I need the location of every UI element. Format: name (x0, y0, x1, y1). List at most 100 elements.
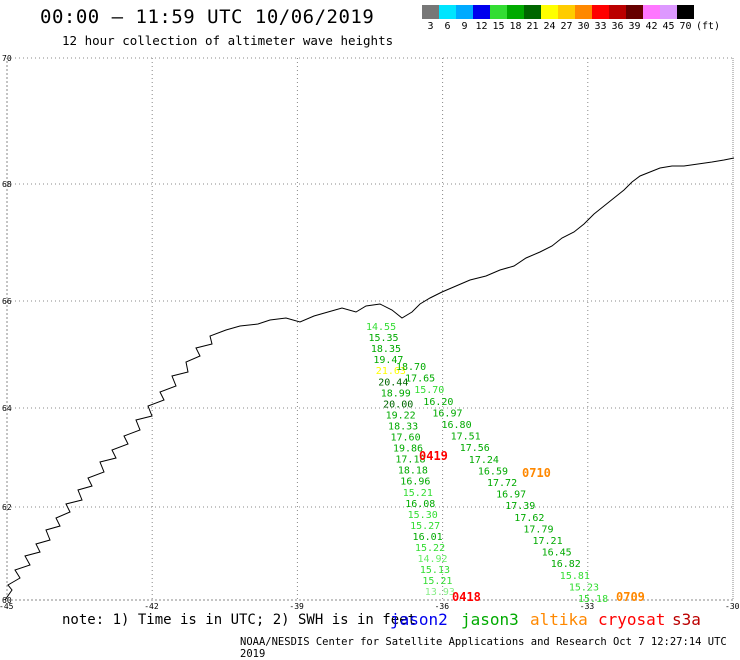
legend-swatch (524, 5, 541, 19)
track-value: 15.30 (408, 510, 438, 521)
track-value: 15.22 (415, 543, 445, 554)
greenland-coastline (4, 157, 735, 601)
track-value: 18.99 (381, 388, 411, 399)
track-value: 16.96 (400, 477, 430, 488)
satellite-jason3: jason3 (461, 610, 519, 629)
track-value: 18.33 (388, 421, 418, 432)
map-title: 00:00 – 11:59 UTC 10/06/2019 (40, 6, 375, 28)
legend-swatch (626, 5, 643, 19)
track-value: 17.65 (405, 374, 435, 385)
track-value: 15.27 (410, 521, 440, 532)
legend-unit: (ft) (696, 21, 721, 32)
color-legend: 3 6 9 12 15 18 21 24 27 30 33 36 39 42 45 70 (ft) (422, 5, 720, 32)
legend-swatch (575, 5, 592, 19)
lat-label: 68 (2, 180, 12, 189)
track-value: 17.21 (533, 536, 563, 547)
track-value: 16.08 (405, 499, 435, 510)
lon-label: -30 (725, 602, 740, 611)
legend-label: 42 (645, 21, 658, 32)
legend-label: 70 (679, 21, 692, 32)
lon-label: -42 (144, 602, 159, 611)
legend-swatch (660, 5, 677, 19)
legend-cell: 45 (660, 5, 677, 32)
legend-cell: 27 (558, 5, 575, 32)
lon-label: -45 (0, 602, 14, 611)
lon-label: -39 (289, 602, 304, 611)
track-value: 15.23 (569, 582, 599, 593)
track-value: 17.60 (391, 433, 421, 444)
legend-cell: 30 (575, 5, 592, 32)
track-value: 18.18 (398, 466, 428, 477)
legend-cell: 18 (507, 5, 524, 32)
legend-label: 21 (526, 21, 539, 32)
track-value: 16.80 (442, 420, 472, 431)
legend-cell: 33 (592, 5, 609, 32)
legend-cell: 39 (626, 5, 643, 32)
legend-label: 33 (594, 21, 607, 32)
footer-note: note: 1) Time is in UTC; 2) SWH is in fe… (62, 612, 417, 628)
legend-swatch (490, 5, 507, 19)
legend-cell: 42 (643, 5, 660, 32)
satellite-jason2: jason2 (390, 610, 448, 629)
legend-label: 12 (475, 21, 488, 32)
track-value: 21.63 (376, 366, 406, 377)
track-value: 18.70 (396, 362, 426, 373)
lat-label: 62 (2, 503, 12, 512)
legend-label: 24 (543, 21, 556, 32)
legend-label: 39 (628, 21, 641, 32)
legend-cell: 15 (490, 5, 507, 32)
track-value: 16.45 (542, 548, 572, 559)
legend-label: 15 (492, 21, 505, 32)
legend-label: 6 (444, 21, 451, 32)
legend-swatch (473, 5, 490, 19)
track-value: 17.18 (395, 455, 425, 466)
track-value: 18.35 (371, 344, 401, 355)
legend-cell: 70 (677, 5, 694, 32)
track-value: 16.97 (432, 408, 462, 419)
track-value: 15.70 (414, 385, 444, 396)
lat-label: 64 (2, 404, 12, 413)
legend-label: 36 (611, 21, 624, 32)
legend-cell: 6 (439, 5, 456, 32)
track-value: 15.35 (368, 333, 398, 344)
legend-swatch (507, 5, 524, 19)
pass-label: 0419 (419, 449, 448, 463)
track-value: 13.93 (425, 587, 455, 598)
lat-label: 60 (2, 596, 12, 605)
legend-swatch (643, 5, 660, 19)
track-value: 17.62 (514, 513, 544, 524)
legend-swatch (609, 5, 626, 19)
legend-cell: 9 (456, 5, 473, 32)
track-value: 15.81 (560, 571, 590, 582)
legend-cell: 12 (473, 5, 490, 32)
legend-swatch (541, 5, 558, 19)
legend-cell: 36 (609, 5, 626, 32)
legend-swatch (677, 5, 694, 19)
map-subtitle: 12 hour collection of altimeter wave hei… (62, 33, 394, 48)
satellite-altika: altika (530, 610, 588, 629)
legend-swatch (439, 5, 456, 19)
legend-label: 3 (427, 21, 434, 32)
track-value: 17.24 (469, 455, 499, 466)
pass-label: 0710 (522, 466, 551, 480)
legend-swatch (558, 5, 575, 19)
track-value: 17.79 (523, 524, 553, 535)
track-value: 19.47 (373, 355, 403, 366)
track-value: 17.56 (460, 443, 490, 454)
track-value: 20.00 (383, 399, 413, 410)
track-value: 16.20 (423, 397, 453, 408)
credit-line: NOAA/NESDIS Center for Satellite Applica… (240, 636, 727, 660)
track-value: 15.21 (422, 576, 452, 587)
track-value: 17.39 (505, 501, 535, 512)
track-value: 19.22 (386, 410, 416, 421)
pass-label: 0418 (452, 590, 481, 604)
pass-label: 0709 (616, 590, 645, 604)
lon-label: -36 (435, 602, 450, 611)
track-value: 14.55 (366, 322, 396, 333)
wave-height-tracks: 14.5515.3518.3519.4721.6320.4418.9920.00… (366, 322, 645, 605)
satellite-cryosat: cryosat (598, 610, 666, 629)
legend-label: 45 (662, 21, 675, 32)
legend-label: 27 (560, 21, 573, 32)
legend-cell: 3 (422, 5, 439, 32)
